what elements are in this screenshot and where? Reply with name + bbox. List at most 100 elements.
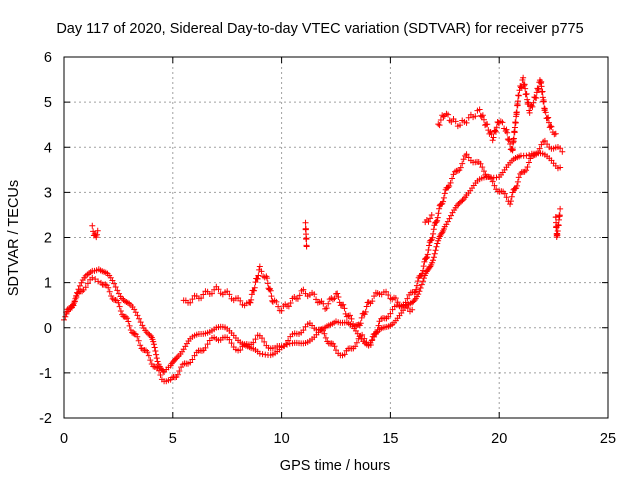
data-point	[434, 214, 441, 221]
data-point	[428, 237, 435, 244]
data-point	[508, 193, 515, 200]
data-point	[480, 116, 487, 123]
data-point	[507, 201, 514, 208]
data-point	[538, 83, 545, 90]
data-point	[557, 145, 564, 152]
data-point	[555, 216, 562, 223]
data-point	[124, 315, 131, 322]
data-point	[523, 90, 530, 97]
data-point	[102, 281, 109, 288]
data-point	[215, 286, 222, 293]
data-point	[287, 300, 294, 307]
data-point	[198, 295, 205, 302]
data-point	[552, 130, 559, 137]
data-point	[426, 242, 433, 249]
data-point	[275, 303, 282, 310]
data-point	[499, 119, 506, 126]
data-point	[250, 339, 257, 346]
data-point	[150, 341, 157, 348]
data-point	[300, 286, 307, 293]
data-point	[189, 356, 196, 363]
data-point	[226, 291, 233, 298]
data-point	[459, 197, 466, 204]
data-point	[385, 291, 392, 298]
data-point	[150, 338, 157, 345]
x-tick-label: 0	[60, 431, 68, 447]
x-tick-label: 15	[382, 431, 398, 447]
data-point	[513, 109, 520, 116]
data-point	[492, 127, 499, 134]
data-point	[557, 205, 564, 212]
data-point	[145, 352, 152, 359]
data-point	[501, 190, 508, 197]
data-point	[447, 179, 454, 186]
data-point	[416, 288, 423, 295]
data-point	[548, 123, 555, 130]
grid-lines	[64, 57, 608, 418]
data-point	[132, 309, 139, 316]
data-point	[112, 296, 119, 303]
data-point	[144, 349, 151, 356]
data-point	[523, 152, 530, 159]
data-point	[255, 272, 262, 279]
data-point	[76, 282, 83, 289]
data-point	[545, 114, 552, 121]
data-point	[237, 297, 244, 304]
data-point	[545, 119, 552, 126]
data-point	[106, 288, 113, 295]
data-point	[457, 164, 464, 171]
data-point	[430, 226, 437, 233]
data-point	[331, 295, 338, 302]
data-point	[78, 279, 85, 286]
data-point	[493, 174, 500, 181]
data-point	[404, 305, 411, 312]
data-point	[94, 227, 101, 234]
data-point	[484, 121, 491, 128]
data-point	[434, 217, 441, 224]
data-point	[268, 293, 275, 300]
data-point	[248, 296, 255, 303]
data-point	[387, 310, 394, 317]
data-point	[463, 119, 470, 126]
data-point	[82, 284, 89, 291]
data-point	[514, 98, 521, 105]
data-point	[154, 364, 161, 371]
data-point	[143, 329, 150, 336]
data-point	[114, 287, 121, 294]
data-point	[541, 137, 548, 144]
data-point	[445, 111, 452, 118]
data-point	[318, 326, 325, 333]
data-point	[540, 98, 547, 105]
data-point	[152, 347, 159, 354]
data-point	[136, 315, 143, 322]
data-point	[507, 141, 514, 148]
data-point	[488, 175, 495, 182]
data-point	[285, 337, 292, 344]
data-point	[189, 296, 196, 303]
data-point	[451, 168, 458, 175]
x-axis-ticks: 0 5 10 15 20 25	[60, 57, 616, 447]
data-point	[103, 282, 110, 289]
data-point	[137, 342, 144, 349]
y-tick-label: -2	[39, 411, 52, 427]
data-point	[258, 268, 265, 275]
data-point	[430, 254, 437, 261]
data-point	[514, 182, 521, 189]
data-point	[553, 219, 560, 226]
data-point	[440, 198, 447, 205]
data-point	[64, 306, 71, 313]
data-point	[71, 298, 78, 305]
data-point	[433, 219, 440, 226]
data-point	[445, 184, 452, 191]
data-point	[84, 280, 91, 287]
x-tick-label: 20	[491, 431, 507, 447]
data-point	[157, 371, 164, 378]
data-point	[450, 171, 457, 178]
data-point	[525, 99, 532, 106]
data-point	[525, 159, 532, 166]
data-point	[361, 335, 368, 342]
data-point	[424, 254, 431, 261]
data-point	[363, 303, 370, 310]
data-point	[254, 275, 261, 282]
data-point	[252, 336, 259, 343]
